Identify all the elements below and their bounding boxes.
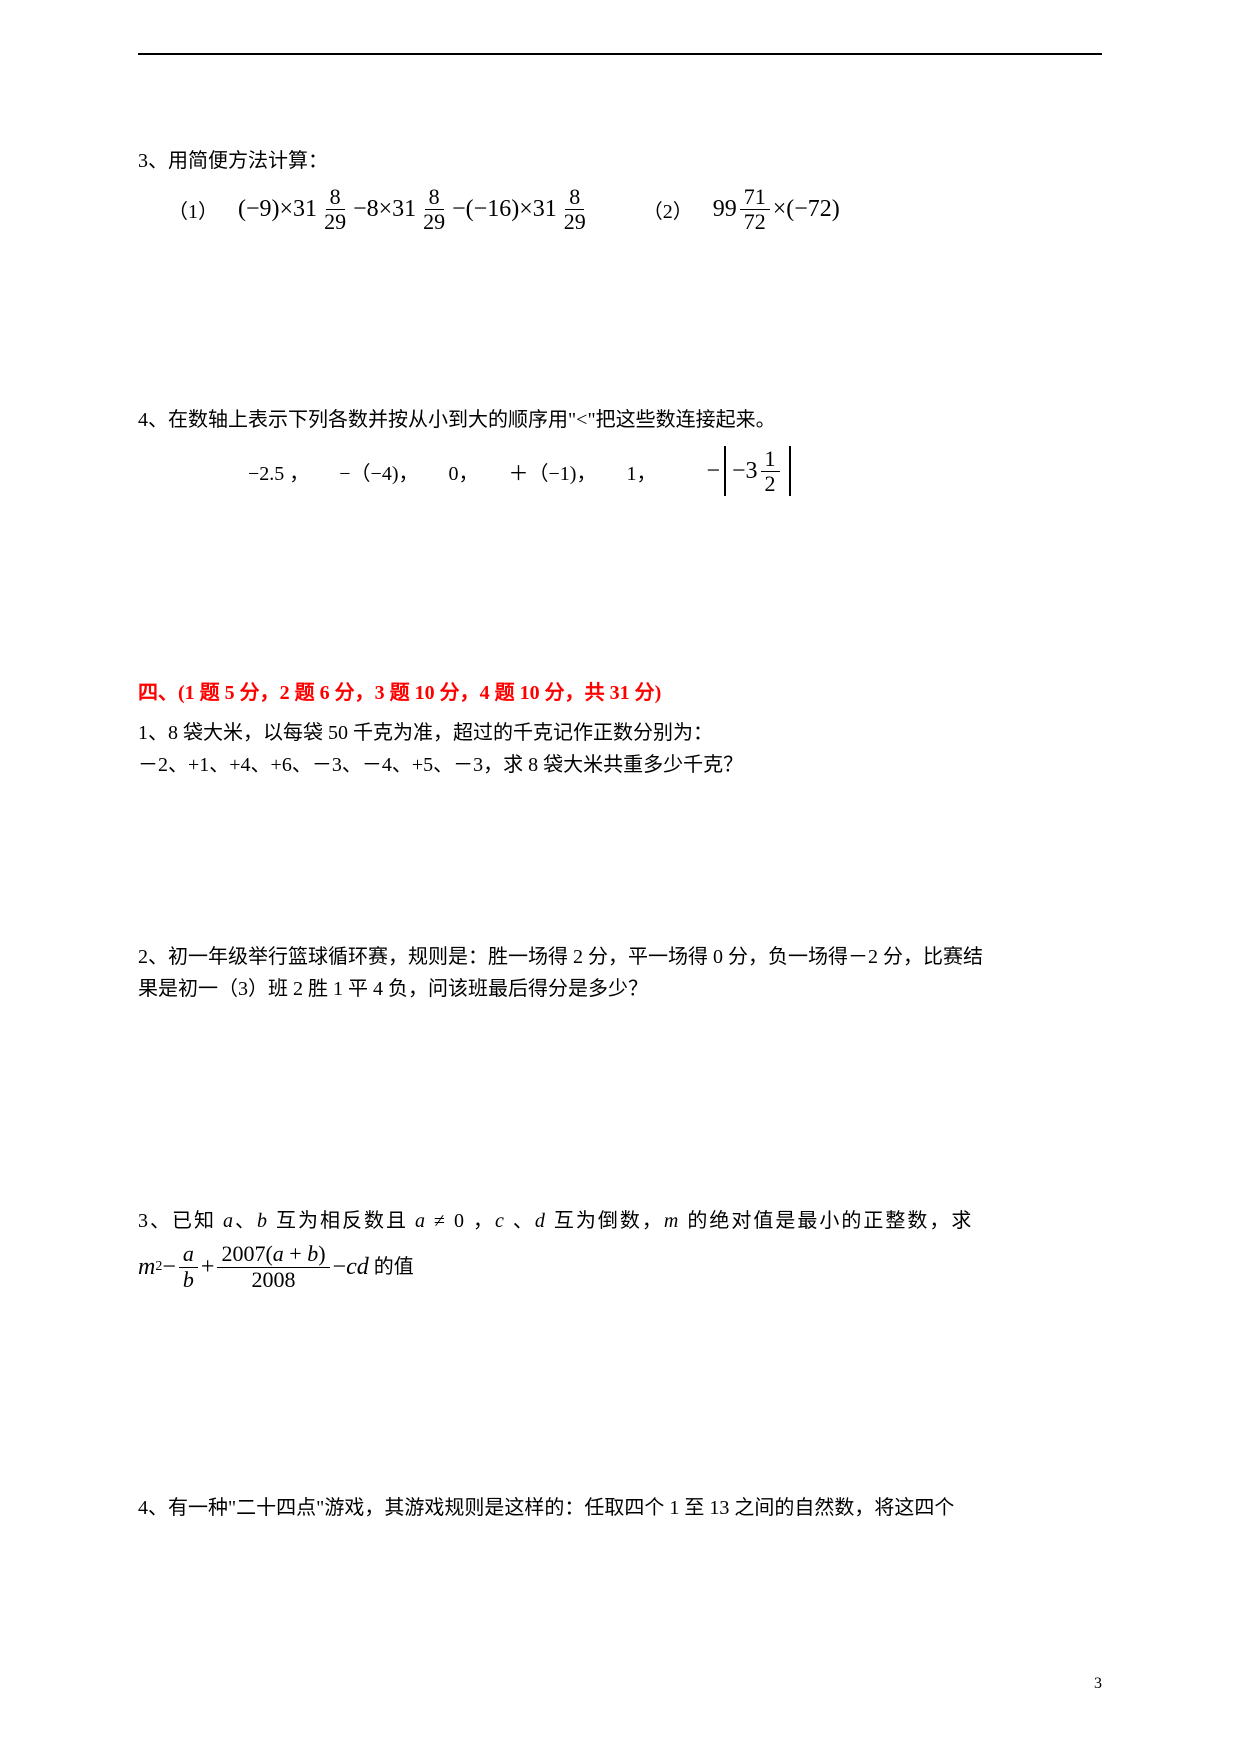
- page-number: 3: [1094, 1675, 1102, 1693]
- abs-value: −3 1 2: [724, 446, 791, 496]
- n4: ＋（−1)，: [509, 457, 597, 486]
- n5: 1，: [626, 457, 656, 486]
- num: 8: [425, 185, 444, 210]
- sub1-formula: (−9)×31 8 29 −8×31 8 29 −(−16)×31 8 29: [238, 185, 593, 234]
- abs-prefix: −3: [732, 458, 758, 485]
- n6-prefix: −: [706, 458, 720, 485]
- fraction-3: 8 29: [560, 185, 590, 234]
- f-part: −8×31: [353, 196, 416, 223]
- den: 29: [560, 210, 590, 234]
- fraction-4: 71 72: [740, 185, 770, 234]
- t1: 3、已知: [138, 1210, 223, 1232]
- s4-q1: 1、8 袋大米，以每袋 50 千克为准，超过的千克记作正数分别为： －2、+1、…: [138, 717, 1102, 781]
- problem-3-formulas: （1） (−9)×31 8 29 −8×31 8 29 −(−16)×31 8 …: [168, 185, 1102, 234]
- s4-q3: 3、已知 a、b 互为相反数且 a ≠ 0 ，c 、d 互为倒数，m 的绝对值是…: [138, 1205, 1102, 1291]
- den: 29: [419, 210, 449, 234]
- cd: cd: [346, 1248, 369, 1286]
- spacer: [138, 516, 1102, 676]
- var-m: m: [664, 1210, 680, 1232]
- number-list: −2.5 ， −（−4)， 0， ＋（−1)， 1， − −3 1 2: [248, 446, 1102, 496]
- problem-3: 3、用简便方法计算： （1） (−9)×31 8 29 −8×31 8 29 −…: [138, 145, 1102, 234]
- den: 72: [740, 210, 770, 234]
- num: 1: [761, 447, 780, 472]
- s4-q4-l1: 4、有一种"二十四点"游戏，其游戏规则是这样的：任取四个 1 至 13 之间的自…: [138, 1492, 1102, 1524]
- t6: 互为倒数，: [547, 1210, 664, 1232]
- s4-q1-l2: －2、+1、+4、+6、－3、－4、+5、－3，求 8 袋大米共重多少千克？: [138, 749, 1102, 781]
- q3-suffix: 的值: [374, 1251, 414, 1283]
- section-4-title: 四、(1 题 5 分，2 题 6 分，3 题 10 分，4 题 10 分，共 3…: [138, 676, 1102, 705]
- num: 71: [740, 185, 770, 210]
- t5: 、: [506, 1210, 535, 1232]
- spacer: [138, 1025, 1102, 1205]
- frac-2007: 2007(a + b) 2008: [217, 1242, 329, 1291]
- fraction-1: 8 29: [320, 185, 350, 234]
- num: 8: [326, 185, 345, 210]
- problem-4-label: 4、在数轴上表示下列各数并按从小到大的顺序用"<"把这些数连接起来。: [138, 404, 1102, 436]
- var-a2: a: [415, 1210, 427, 1232]
- spacer: [138, 1312, 1102, 1492]
- s4-q2-l1: 2、初一年级举行篮球循环赛，规则是：胜一场得 2 分，平一场得 0 分，负一场得…: [138, 941, 1102, 973]
- den: 29: [320, 210, 350, 234]
- t7: 的绝对值是最小的正整数，求: [680, 1210, 973, 1232]
- fraction-abs: 1 2: [761, 447, 780, 496]
- var-c: c: [495, 1210, 506, 1232]
- header-divider: [138, 53, 1102, 55]
- den: 2008: [247, 1268, 299, 1292]
- sub1-label: （1）: [168, 195, 218, 224]
- f-part: 99: [713, 196, 737, 223]
- sub2-formula: 99 71 72 ×(−72): [713, 185, 840, 234]
- problem-4: 4、在数轴上表示下列各数并按从小到大的顺序用"<"把这些数连接起来。 −2.5 …: [138, 404, 1102, 496]
- sub2-label: （2）: [643, 195, 693, 224]
- s4-q3-formula-line: m2 − a b + 2007(a + b) 2008 − cd 的值: [138, 1242, 1102, 1291]
- fraction-2: 8 29: [419, 185, 449, 234]
- frac-ab: a b: [179, 1242, 198, 1291]
- minus2: −: [333, 1248, 347, 1286]
- problem-3-label: 3、用简便方法计算：: [138, 145, 1102, 177]
- den: b: [179, 1268, 198, 1292]
- num: a: [179, 1242, 198, 1267]
- minus: −: [162, 1248, 176, 1286]
- num: 2007(a + b): [217, 1242, 329, 1267]
- s4-q1-l1: 1、8 袋大米，以每袋 50 千克为准，超过的千克记作正数分别为：: [138, 717, 1102, 749]
- n6: − −3 1 2: [706, 446, 790, 496]
- f-part: ×(−72): [773, 196, 840, 223]
- plus: +: [201, 1248, 215, 1286]
- var-b: b: [257, 1210, 269, 1232]
- n1: −2.5 ，: [248, 457, 309, 486]
- var-d: d: [535, 1210, 547, 1232]
- var-a: a: [223, 1210, 235, 1232]
- q3-formula: m2 − a b + 2007(a + b) 2008 − cd: [138, 1242, 369, 1291]
- num: 8: [565, 185, 584, 210]
- m: m: [138, 1248, 155, 1286]
- s4-q3-l1: 3、已知 a、b 互为相反数且 a ≠ 0 ，c 、d 互为倒数，m 的绝对值是…: [138, 1205, 1102, 1237]
- spacer: [138, 801, 1102, 941]
- n2: −（−4)，: [339, 457, 418, 486]
- n3: 0，: [449, 457, 479, 486]
- spacer: [138, 254, 1102, 404]
- den: 2: [761, 472, 780, 496]
- t2: 、: [235, 1210, 257, 1232]
- sup2: 2: [155, 1256, 162, 1278]
- s4-q2: 2、初一年级举行篮球循环赛，规则是：胜一场得 2 分，平一场得 0 分，负一场得…: [138, 941, 1102, 1005]
- s4-q2-l2: 果是初一（3）班 2 胜 1 平 4 负，问该班最后得分是多少？: [138, 973, 1102, 1005]
- s4-q4: 4、有一种"二十四点"游戏，其游戏规则是这样的：任取四个 1 至 13 之间的自…: [138, 1492, 1102, 1524]
- f-part: −(−16)×31: [452, 196, 557, 223]
- t4: ≠ 0 ，: [427, 1210, 495, 1232]
- t3: 互为相反数且: [269, 1210, 415, 1232]
- f-part: (−9)×31: [238, 196, 317, 223]
